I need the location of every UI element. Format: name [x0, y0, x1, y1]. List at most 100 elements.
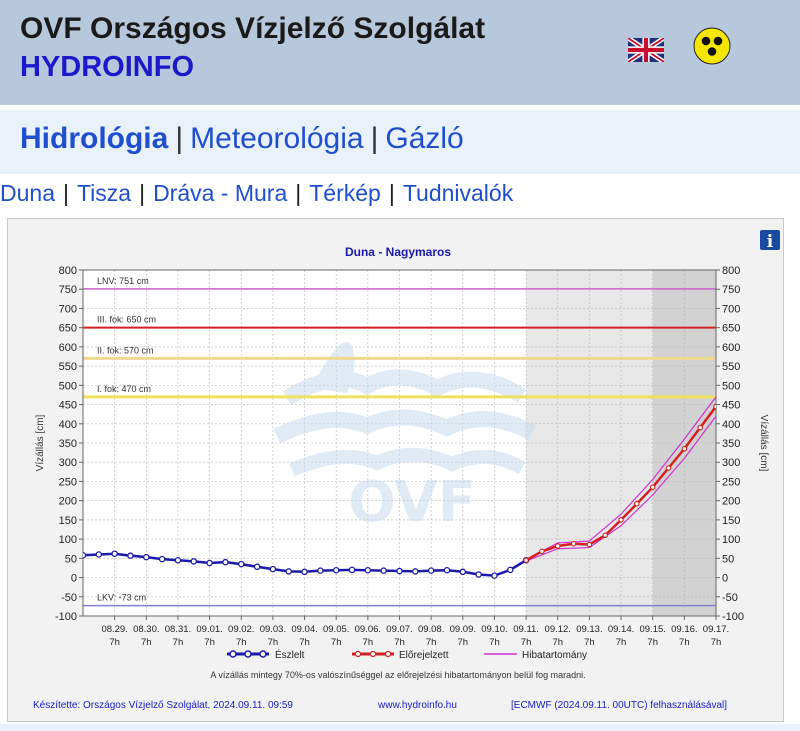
x-tick-label-hour: 7h — [711, 637, 722, 648]
observed-point — [127, 552, 134, 559]
footer-model: [ECMWF (2024.09.11. 00UTC) felhasználásá… — [511, 700, 727, 711]
x-tick-label-date: 09.13. — [576, 624, 602, 635]
forecast-point — [586, 541, 593, 548]
observed-point — [222, 558, 229, 566]
forecast-point — [570, 540, 577, 547]
observed-point — [285, 568, 292, 575]
chart-note: A vízállás mintegy 70%-os valószínűségge… — [210, 670, 585, 680]
x-tick-label-date: 09.16. — [671, 624, 697, 635]
subnav-drava-mura[interactable]: Dráva - Mura — [153, 180, 288, 206]
x-tick-label-date: 09.01. — [196, 624, 222, 635]
y-tick-label: 700 — [59, 303, 77, 315]
observed-point — [443, 567, 451, 574]
main-nav: Hidrológia | Meteorológia | Gázló — [20, 122, 464, 156]
forecast-point — [618, 517, 624, 523]
legend-forecast: Előrejelzett — [399, 650, 449, 661]
svg-text:i: i — [767, 232, 774, 252]
uk-flag-icon[interactable] — [628, 38, 664, 62]
x-tick-label-date: 09.15. — [639, 624, 665, 635]
y-tick-label-right: 250 — [722, 476, 740, 488]
observed-point — [364, 567, 372, 574]
x-tick-label-date: 09.17. — [703, 624, 729, 635]
y-tick-label-right: 200 — [722, 496, 740, 508]
observed-point — [507, 566, 514, 574]
main-nav-background — [0, 110, 800, 174]
x-tick-label-hour: 7h — [394, 637, 405, 648]
nav-gazlo[interactable]: Gázló — [385, 122, 464, 155]
subnav-tudnivalok[interactable]: Tudnivalók — [402, 180, 514, 206]
y-tick-label-right: 400 — [722, 419, 740, 431]
water-level-chart: OVF LNV: 751 cm III. fok: 650 cm II. fok: … — [33, 230, 780, 711]
y-tick-label: 150 — [59, 515, 77, 527]
x-tick-label-hour: 7h — [173, 637, 184, 648]
footer-website[interactable]: www.hydroinfo.hu — [377, 700, 457, 711]
x-tick-label-date: 09.09. — [450, 624, 476, 635]
reference-label: LKV: -73 cm — [97, 593, 146, 603]
forecast-point — [602, 532, 608, 539]
observed-point — [412, 568, 419, 575]
reference-label: I. fok: 470 cm — [97, 384, 151, 394]
sub-nav: Duna | Tisza | Dráva - Mura | Térkép | Tudnivaló… — [0, 180, 513, 207]
forecast-point — [634, 500, 640, 507]
observed-point — [459, 568, 467, 576]
y-tick-label: -50 — [61, 592, 77, 604]
subnav-terkep[interactable]: Térkép — [309, 180, 381, 206]
site-subtitle[interactable]: HYDROINFO — [20, 51, 194, 83]
subnav-tisza[interactable]: Tisza — [76, 180, 132, 206]
y-tick-label-right: 0 — [722, 573, 728, 585]
observed-point — [301, 568, 308, 576]
x-tick-label-hour: 7h — [268, 637, 279, 648]
nav-hidrologia[interactable]: Hidrológia — [20, 122, 169, 155]
nav-separator: | — [175, 122, 184, 155]
subnav-duna[interactable]: Duna — [0, 180, 55, 206]
forecast-point — [523, 557, 529, 564]
x-tick-label-date: 09.08. — [418, 624, 444, 635]
y-tick-label: 350 — [59, 438, 77, 450]
site-header — [0, 0, 800, 105]
info-icon[interactable]: i — [760, 230, 780, 252]
y-tick-label-right: 150 — [722, 515, 740, 527]
chart-title: Duna - Nagymaros — [345, 245, 451, 259]
y-tick-label-right: 450 — [722, 400, 740, 412]
y-tick-label: 550 — [59, 361, 77, 373]
x-tick-label-hour: 7h — [331, 637, 342, 648]
nav-meteorologia[interactable]: Meteorológia — [190, 122, 364, 155]
y-tick-label-right: 600 — [722, 342, 740, 354]
x-tick-label-hour: 7h — [521, 637, 532, 648]
forecast-point — [649, 484, 656, 490]
y-tick-label: -100 — [55, 611, 77, 623]
x-tick-label-date: 08.29. — [101, 624, 127, 635]
y-tick-label-right: 350 — [722, 438, 740, 450]
x-tick-label-date: 08.31. — [165, 624, 191, 635]
footer-made-by: Készítette: Országos Vízjelző Szolgálat,… — [33, 700, 293, 711]
observed-point — [317, 567, 324, 574]
y-tick-label-right: -100 — [722, 611, 744, 623]
observed-point — [396, 567, 403, 575]
forecast-point — [539, 548, 545, 555]
y-tick-label-right: -50 — [722, 592, 738, 604]
reference-label: III. fok: 650 cm — [97, 315, 156, 325]
x-tick-label-date: 08.30. — [133, 624, 159, 635]
x-tick-label-hour: 7h — [109, 637, 120, 648]
x-tick-label-hour: 7h — [363, 637, 374, 648]
observed-point — [380, 567, 387, 574]
reference-label: II. fok: 570 cm — [97, 345, 154, 355]
y-tick-label-right: 500 — [722, 380, 740, 392]
forecast-point — [665, 465, 672, 471]
y-tick-label: 300 — [59, 457, 77, 469]
y-tick-label: 750 — [59, 284, 77, 296]
x-tick-label-hour: 7h — [584, 637, 595, 648]
x-tick-label-hour: 7h — [141, 637, 152, 648]
x-tick-label-date: 09.14. — [608, 624, 634, 635]
x-tick-label-date: 09.05. — [323, 624, 349, 635]
site-title: OVF Országos Vízjelző Szolgálat — [20, 12, 486, 45]
y-tick-label: 50 — [65, 553, 77, 565]
observed-point — [269, 565, 277, 573]
nav-separator: | — [370, 122, 379, 155]
low-vision-icon[interactable] — [693, 27, 731, 65]
y-tick-label: 250 — [59, 476, 77, 488]
y-tick-label-right: 300 — [722, 457, 740, 469]
observed-point — [83, 552, 87, 559]
x-tick-label-date: 09.10. — [481, 624, 507, 635]
legend-error-band: Hibatartomány — [522, 650, 587, 661]
